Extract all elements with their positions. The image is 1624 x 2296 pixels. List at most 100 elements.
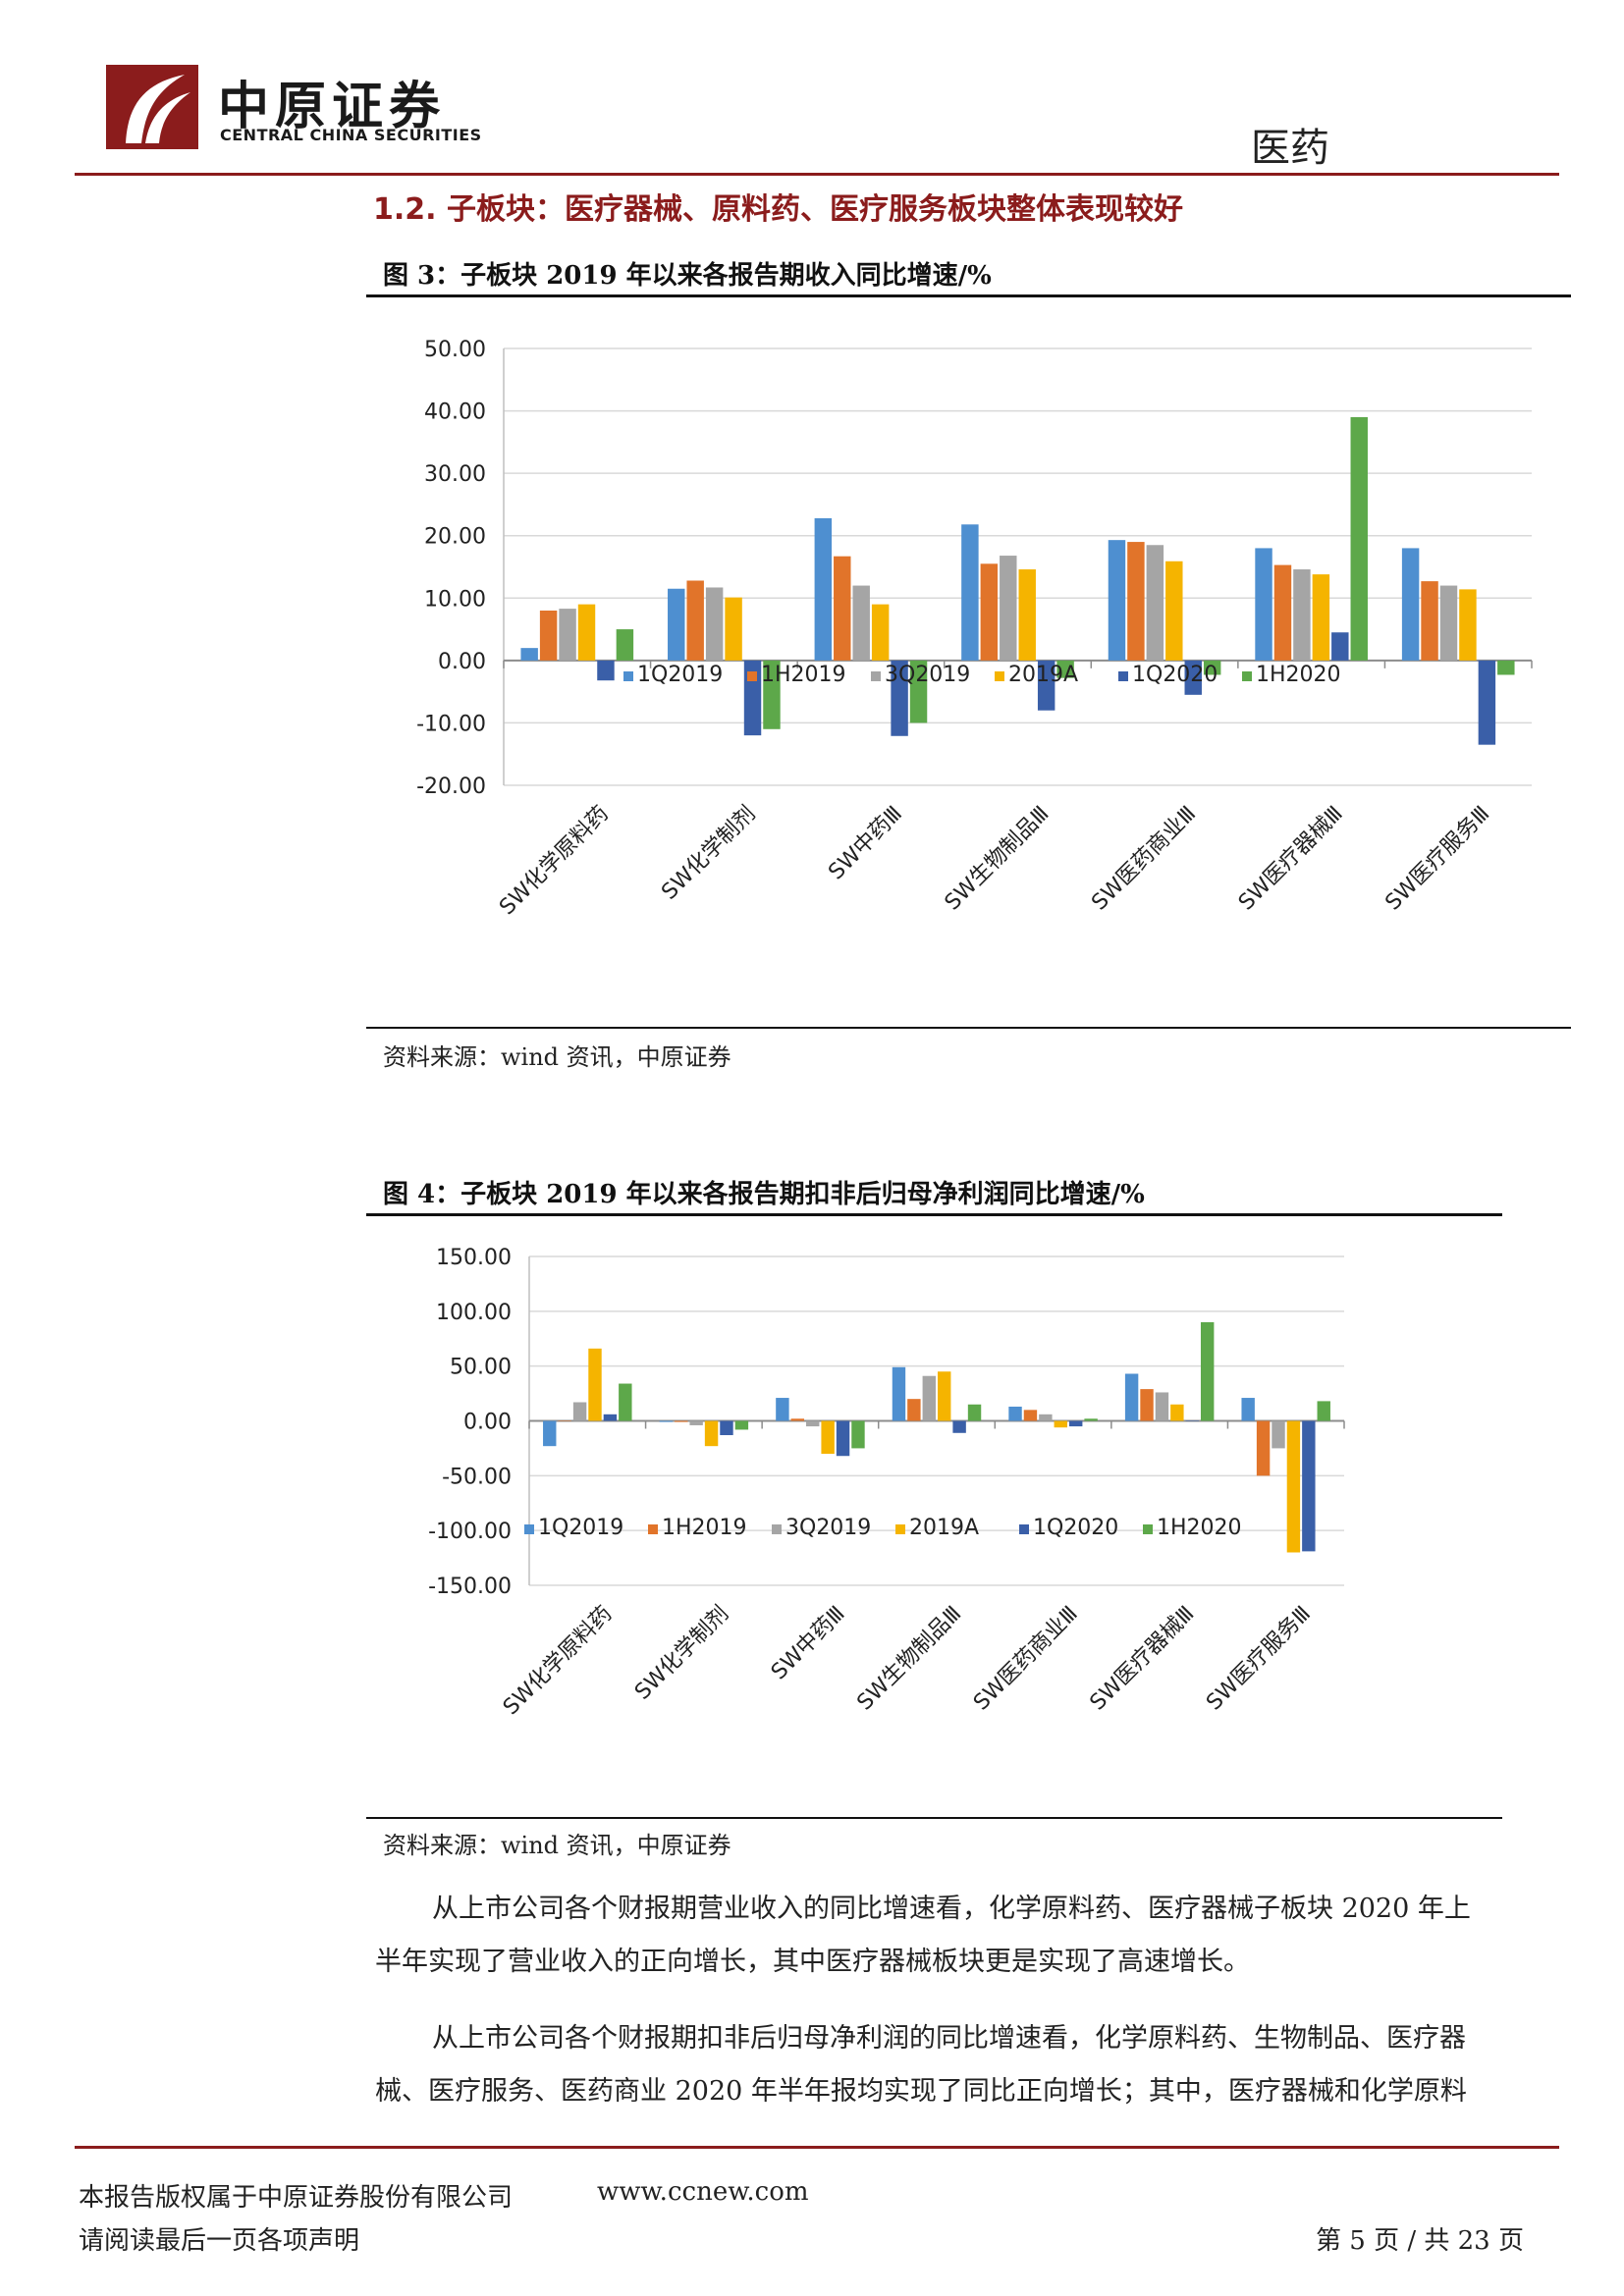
chart4-bar-6-5: [1317, 1401, 1330, 1421]
chart3-bar-5-5: [1350, 416, 1368, 661]
chart4-bar-2-1: [790, 1418, 805, 1421]
chart3-bar-4-0: [1108, 540, 1126, 661]
chart4-bar-1-2: [689, 1420, 703, 1425]
header-divider: [75, 173, 1559, 176]
chart3-bar-0-3: [577, 604, 596, 661]
header-section-label: 医药: [1251, 126, 1329, 171]
chart3-bar-3-0: [961, 524, 979, 661]
figure3-chart: 50.00 40.00 30.00 20.00 10.00 0.00 -10.00 -20.0…: [366, 314, 1571, 1001]
chart3-bar-5-1: [1273, 564, 1292, 661]
figure4-chart-svg: 150.00 100.00 50.00 0.00 -50.00 -100.00 -150.0…: [428, 1246, 1345, 1720]
chart4-bar-4-4: [1068, 1420, 1083, 1427]
chart3-bar-3-3: [1018, 569, 1036, 661]
chart3-legend-swatch-3: [995, 671, 1004, 681]
figure4-source: 资料来源：wind 资讯，中原证券: [383, 1832, 731, 1859]
chart3-bar-3-1: [980, 563, 999, 661]
chart4-bar-5-4: [1185, 1420, 1199, 1421]
chart3-bar-4-3: [1165, 561, 1183, 661]
chart4-bar-4-3: [1054, 1420, 1067, 1428]
figure3-bottom-rule: [366, 1027, 1571, 1029]
chart4-bar-2-3: [821, 1420, 835, 1454]
chart4-legend-swatch-0: [524, 1524, 534, 1534]
figure3-chart-svg: 50.00 40.00 30.00 20.00 10.00 0.00 -10.00 -20.0…: [416, 338, 1533, 920]
chart4-ytick-label-1: 100.00: [436, 1301, 512, 1325]
chart4-bar-3-2: [922, 1375, 936, 1421]
chart4-bar-0-0: [543, 1420, 557, 1447]
chart4-bar-4-1: [1023, 1410, 1038, 1421]
chart3-bar-4-2: [1146, 545, 1164, 661]
chart3-bar-2-4: [891, 660, 908, 736]
chart3-category-label-4: SW医药商业Ⅲ: [1087, 802, 1201, 916]
chart4-legend-swatch-5: [1143, 1524, 1153, 1534]
chart4-legend-label-4: 1Q2020: [1033, 1516, 1118, 1540]
chart4-ytick-label-3: 0.00: [463, 1411, 512, 1435]
chart3-bar-1-3: [725, 597, 742, 661]
chart4-bar-3-5: [967, 1404, 982, 1421]
chart4-bar-6-0: [1241, 1398, 1255, 1421]
chart3-bar-1-1: [686, 580, 704, 661]
chart3-bar-2-3: [871, 604, 890, 661]
chart4-bar-1-4: [720, 1420, 733, 1436]
footer-copyright: 本报告版权属于中原证券股份有限公司: [79, 2183, 514, 2213]
chart4-legend-swatch-2: [772, 1524, 782, 1534]
chart3-bar-0-0: [520, 648, 538, 661]
chart3-legend-swatch-0: [623, 671, 633, 681]
chart4-legend-label-5: 1H2020: [1157, 1516, 1242, 1540]
chart3-bar-0-1: [539, 611, 558, 661]
footer-page-number: 第 5 页 / 共 23 页: [1316, 2226, 1524, 2256]
chart4-bar-5-1: [1140, 1389, 1154, 1421]
chart3-category-label-6: SW医疗服务Ⅲ: [1380, 802, 1494, 916]
logo-chinese-name: 中原证券: [218, 78, 447, 136]
chart4-bar-6-2: [1272, 1420, 1285, 1449]
chart4-category-label-4: SW医药商业Ⅲ: [969, 1602, 1083, 1716]
chart3-legend-label-4: 1Q2020: [1132, 663, 1218, 687]
chart4-bar-0-3: [588, 1348, 602, 1421]
chart4-category-label-1: SW化学制剂: [630, 1602, 733, 1705]
chart3-ytick-label-3: 20.00: [424, 525, 486, 550]
chart3-bar-1-2: [705, 587, 724, 661]
chart4-bar-2-0: [776, 1398, 789, 1421]
chart4-bar-4-5: [1084, 1418, 1098, 1421]
chart3-category-label-3: SW生物制品Ⅲ: [941, 802, 1055, 916]
chart4-legend-swatch-3: [895, 1524, 905, 1534]
chart3-category-label-2: SW中药Ⅲ: [824, 802, 907, 885]
company-logo-icon: [106, 65, 198, 149]
chart3-bar-3-4: [1037, 660, 1056, 711]
figure4-chart: 150.00 100.00 50.00 0.00 -50.00 -100.00 -150.0…: [366, 1227, 1502, 1816]
chart3-ytick-label-4: 10.00: [424, 587, 486, 612]
chart3-bar-4-5: [1203, 660, 1221, 675]
chart3-ytick-label-6: -10.00: [416, 712, 486, 736]
chart3-bar-6-4: [1478, 660, 1496, 745]
chart3-bar-3-5: [1056, 660, 1074, 678]
chart4-ytick-label-0: 150.00: [436, 1246, 512, 1270]
chart3-bar-6-3: [1459, 589, 1477, 661]
footer-divider: [75, 2146, 1559, 2149]
paragraph-1-line-1: 从上市公司各个财报期营业收入的同比增速看，化学原料药、医疗器械子板块 2020 …: [432, 1894, 1471, 1924]
chart3-bar-6-0: [1401, 548, 1420, 661]
chart4-bar-6-1: [1256, 1420, 1271, 1476]
chart4-category-label-6: SW医疗服务Ⅲ: [1202, 1602, 1316, 1716]
chart3-bar-2-1: [834, 556, 851, 661]
chart4-bar-1-3: [704, 1420, 719, 1447]
chart4-ytick-label-6: -150.00: [428, 1575, 512, 1599]
chart4-bar-5-5: [1200, 1322, 1215, 1421]
chart3-category-label-5: SW医疗器械Ⅲ: [1234, 802, 1348, 916]
paragraph-1-line-2: 半年实现了营业收入的正向增长，其中医疗器械板块更是实现了高速增长。: [375, 1947, 1250, 1977]
chart4-bar-3-0: [892, 1366, 906, 1421]
chart4-category-label-5: SW医疗器械Ⅲ: [1086, 1602, 1200, 1716]
chart3-ytick-label-1: 40.00: [424, 400, 486, 425]
chart4-bar-0-5: [619, 1383, 632, 1421]
chart3-category-label-1: SW化学制剂: [657, 802, 760, 905]
chart3-bar-6-5: [1497, 660, 1515, 675]
footer-disclaimer: 请阅读最后一页各项声明: [79, 2226, 360, 2256]
footer-website-link[interactable]: www.ccnew.com: [597, 2177, 809, 2207]
chart3-bar-0-5: [616, 629, 634, 661]
chart4-legend-swatch-4: [1019, 1524, 1029, 1534]
figure4-title: 图 4：子板块 2019 年以来各报告期扣非后归母净利润同比增速/%: [383, 1180, 1145, 1209]
chart3-bar-2-5: [909, 660, 928, 723]
chart3-legend-label-1: 1H2019: [761, 663, 846, 687]
chart3-ytick-label-5: 0.00: [438, 650, 486, 674]
chart4-ytick-label-4: -50.00: [442, 1465, 512, 1489]
chart3-legend-swatch-4: [1118, 671, 1128, 681]
chart4-bar-0-4: [603, 1414, 618, 1421]
